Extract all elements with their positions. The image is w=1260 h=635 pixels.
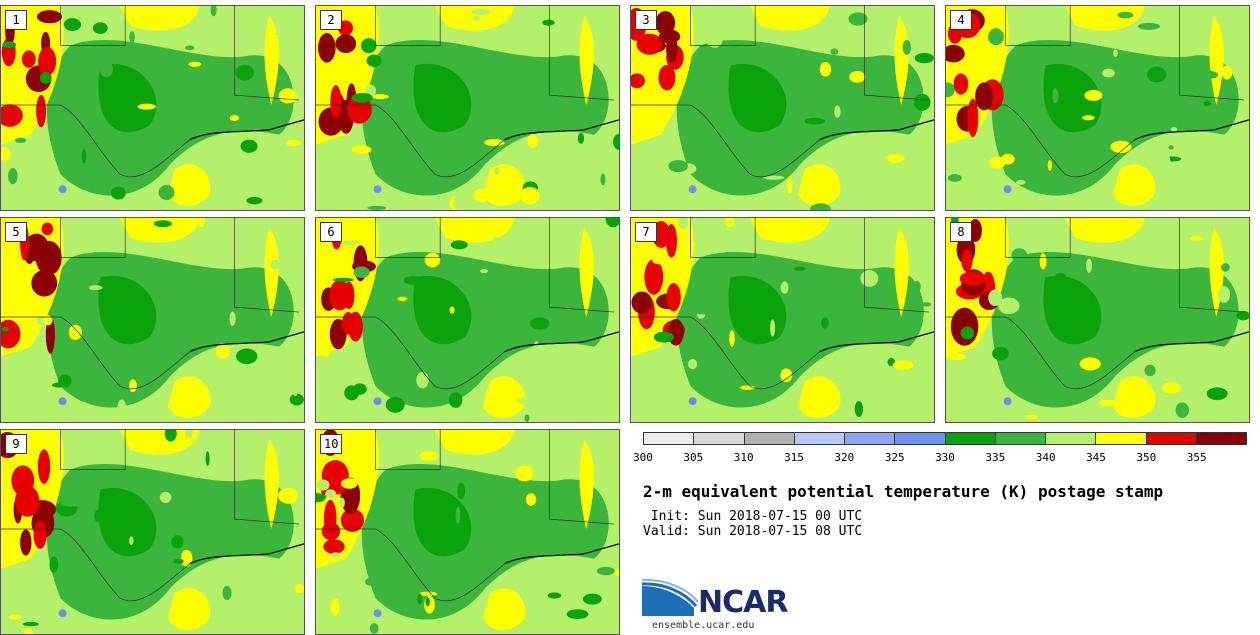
colorbar-segment bbox=[995, 433, 1046, 444]
panel-member-label: 8 bbox=[950, 222, 972, 242]
colorbar-tick-labels: 300 305 310 315 320 325 330 335 340 345 350 355 bbox=[633, 451, 1247, 465]
colorbar-segment bbox=[1196, 433, 1246, 444]
colorbar-segment bbox=[744, 433, 795, 444]
colorbar bbox=[643, 432, 1247, 445]
map-panel: 6 bbox=[315, 217, 620, 423]
figure-title: 2-m equivalent potential temperature (K)… bbox=[643, 482, 1164, 501]
colorbar-tick-label: 300 bbox=[633, 451, 653, 464]
logo-url: ensemble.ucar.edu bbox=[652, 620, 755, 631]
ncar-logo-icon bbox=[642, 578, 699, 616]
panel-member-label: 6 bbox=[320, 222, 342, 242]
colorbar-tick-label: 340 bbox=[1035, 451, 1056, 464]
map-panel: 8 bbox=[945, 217, 1250, 423]
map-panel: 9 bbox=[0, 429, 305, 635]
panel-member-label: 1 bbox=[5, 10, 27, 30]
map-panel: 4 bbox=[945, 5, 1250, 211]
colorbar-tick-label: 350 bbox=[1136, 451, 1157, 464]
colorbar-tick-label: 310 bbox=[733, 451, 754, 464]
colorbar-segment bbox=[1146, 433, 1197, 444]
colorbar-tick-label: 355 bbox=[1186, 451, 1207, 464]
panel-member-label: 10 bbox=[320, 434, 343, 454]
init-time: Init: Sun 2018-07-15 00 UTC bbox=[643, 509, 863, 524]
logo-text: NCAR bbox=[698, 585, 788, 620]
colorbar-segment bbox=[1096, 433, 1147, 444]
map-panel: 5 bbox=[0, 217, 305, 423]
map-panel: 2 bbox=[315, 5, 620, 211]
panel-member-label: 3 bbox=[635, 10, 657, 30]
panel-member-label: 2 bbox=[320, 10, 342, 30]
map-panel: 7 bbox=[630, 217, 935, 423]
colorbar-segment bbox=[895, 433, 946, 444]
colorbar-tick-label: 330 bbox=[935, 451, 955, 464]
map-panel: 3 bbox=[630, 5, 935, 211]
panel-member-label: 5 bbox=[5, 222, 27, 242]
valid-time: Valid: Sun 2018-07-15 08 UTC bbox=[643, 524, 863, 539]
map-panel: 10 bbox=[315, 429, 620, 635]
colorbar-tick-label: 305 bbox=[683, 451, 704, 464]
panel-member-label: 9 bbox=[5, 434, 27, 454]
map-panel: 1 bbox=[0, 5, 305, 211]
panel-member-label: 4 bbox=[950, 10, 972, 30]
colorbar-segment bbox=[794, 433, 845, 444]
colorbar-tick-label: 335 bbox=[985, 451, 1006, 464]
colorbar-segment bbox=[845, 433, 896, 444]
colorbar-tick-label: 325 bbox=[884, 451, 905, 464]
colorbar-segment bbox=[694, 433, 745, 444]
panel-member-label: 7 bbox=[635, 222, 657, 242]
colorbar-tick-label: 315 bbox=[784, 451, 804, 464]
colorbar-tick-label: 320 bbox=[834, 451, 855, 464]
colorbar-segment bbox=[945, 433, 996, 444]
colorbar-segment bbox=[1046, 433, 1097, 444]
colorbar-segment bbox=[644, 433, 695, 444]
colorbar-tick-label: 345 bbox=[1086, 451, 1106, 464]
